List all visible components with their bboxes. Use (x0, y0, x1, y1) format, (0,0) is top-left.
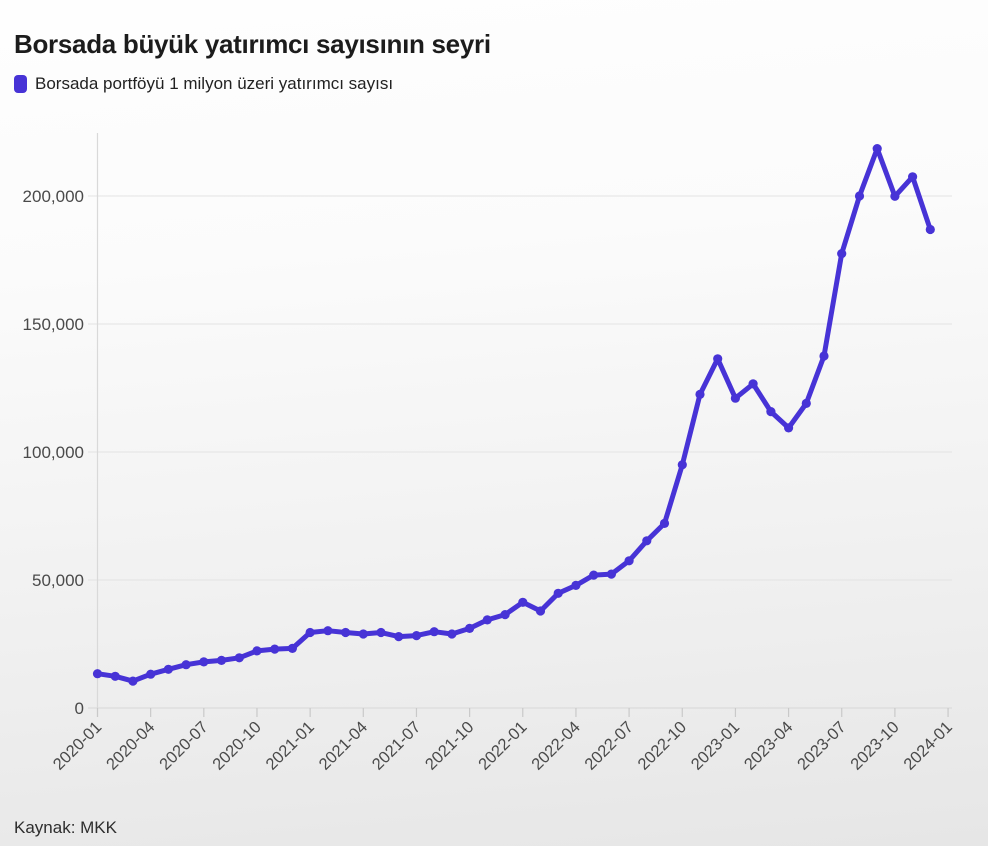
svg-text:2021-10: 2021-10 (422, 718, 478, 774)
svg-text:0: 0 (75, 699, 84, 718)
svg-text:2023-07: 2023-07 (794, 718, 850, 774)
svg-text:2023-04: 2023-04 (741, 718, 797, 774)
data-points (92, 144, 935, 686)
svg-text:2022-07: 2022-07 (581, 718, 637, 774)
svg-text:2022-10: 2022-10 (635, 718, 691, 774)
x-axis-labels: 2020-012020-042020-072020-102021-012021-… (50, 718, 956, 774)
svg-text:150,000: 150,000 (23, 315, 84, 334)
source-note: Kaynak: MKK (14, 818, 117, 837)
y-gridlines (88, 195, 952, 709)
svg-text:200,000: 200,000 (23, 187, 84, 206)
svg-text:2020-07: 2020-07 (156, 718, 212, 774)
chart-title: Borsada büyük yatırımcı sayısının seyri (14, 29, 491, 60)
svg-text:50,000: 50,000 (32, 571, 84, 590)
svg-text:2022-04: 2022-04 (528, 718, 584, 774)
legend: Borsada portföyü 1 milyon üzeri yatırımc… (14, 74, 393, 94)
svg-text:2020-04: 2020-04 (103, 718, 159, 774)
svg-text:2024-01: 2024-01 (900, 718, 956, 774)
svg-text:2022-01: 2022-01 (475, 718, 531, 774)
svg-text:100,000: 100,000 (23, 443, 84, 462)
svg-text:2021-04: 2021-04 (316, 718, 372, 774)
legend-swatch-icon (14, 75, 27, 93)
svg-text:2021-07: 2021-07 (369, 718, 425, 774)
y-axis-labels: 0 50,000 100,000 150,000 200,000 (23, 187, 84, 718)
series-line (95, 146, 933, 684)
svg-text:2020-01: 2020-01 (50, 718, 106, 774)
svg-text:2023-10: 2023-10 (847, 718, 903, 774)
svg-text:2021-01: 2021-01 (262, 718, 318, 774)
svg-text:2023-01: 2023-01 (688, 718, 744, 774)
x-axis-ticks (96, 708, 949, 717)
legend-label: Borsada portföyü 1 milyon üzeri yatırımc… (35, 74, 394, 93)
svg-text:2020-10: 2020-10 (209, 718, 265, 774)
